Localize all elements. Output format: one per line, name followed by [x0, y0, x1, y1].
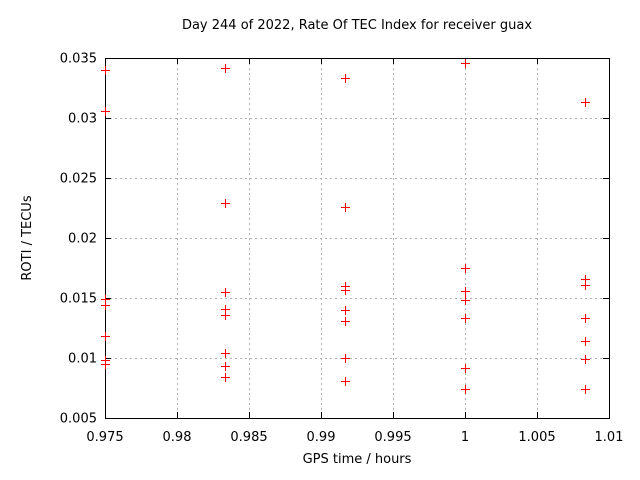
- x-axis-label: GPS time / hours: [303, 452, 412, 467]
- data-point-marker: [221, 288, 230, 297]
- x-tick-label: 0.975: [86, 430, 123, 445]
- x-tick-label: 0.995: [374, 430, 411, 445]
- x-tick-labels: 0.975 0.98 0.985 0.99 0.995 1 1.005 1.01: [86, 430, 623, 445]
- data-point-marker: [221, 311, 230, 320]
- data-point-marker: [101, 107, 110, 116]
- data-point-marker: [221, 349, 230, 358]
- x-tick-label: 1.005: [518, 430, 555, 445]
- data-points: [101, 59, 590, 394]
- x-tick-label: 0.98: [163, 430, 192, 445]
- data-point-marker: [461, 59, 470, 68]
- data-point-marker: [101, 332, 110, 341]
- data-point-marker: [581, 98, 590, 107]
- data-point-marker: [461, 385, 470, 394]
- data-point-marker: [101, 301, 110, 310]
- data-point-marker: [461, 264, 470, 273]
- y-tick-labels: 0.005 0.01 0.015 0.02 0.025 0.03 0.035: [60, 52, 97, 427]
- data-point-marker: [101, 360, 110, 369]
- y-tick-label: 0.01: [68, 352, 97, 367]
- data-point-marker: [341, 306, 350, 315]
- data-point-marker: [461, 314, 470, 323]
- data-point-marker: [341, 74, 350, 83]
- y-axis-label: ROTI / TECUs: [20, 195, 35, 280]
- data-point-marker: [581, 281, 590, 290]
- data-point-marker: [341, 317, 350, 326]
- data-point-marker: [581, 314, 590, 323]
- data-point-marker: [581, 337, 590, 346]
- data-point-marker: [341, 203, 350, 212]
- data-point-marker: [461, 296, 470, 305]
- data-point-marker: [221, 64, 230, 73]
- data-point-marker: [341, 286, 350, 295]
- data-point-marker: [221, 362, 230, 371]
- y-tick-label: 0.005: [60, 412, 97, 427]
- data-point-marker: [581, 385, 590, 394]
- y-tick-label: 0.025: [60, 172, 97, 187]
- x-tick-label: 1: [461, 430, 469, 445]
- y-tick-label: 0.015: [60, 292, 97, 307]
- plot-border: [105, 58, 610, 419]
- gridlines: [105, 58, 609, 418]
- y-tick-label: 0.02: [68, 232, 97, 247]
- data-point-marker: [461, 364, 470, 373]
- y-tick-label: 0.035: [60, 52, 97, 67]
- x-tick-label: 1.01: [595, 430, 624, 445]
- data-point-marker: [221, 199, 230, 208]
- data-point-marker: [221, 373, 230, 382]
- chart-title: Day 244 of 2022, Rate Of TEC Index for r…: [182, 18, 532, 33]
- data-point-marker: [101, 66, 110, 75]
- data-point-marker: [461, 287, 470, 296]
- data-point-marker: [341, 354, 350, 363]
- data-point-marker: [581, 355, 590, 364]
- data-point-marker: [341, 377, 350, 386]
- x-tick-label: 0.99: [307, 430, 336, 445]
- x-tick-label: 0.985: [230, 430, 267, 445]
- y-tick-label: 0.03: [68, 112, 97, 127]
